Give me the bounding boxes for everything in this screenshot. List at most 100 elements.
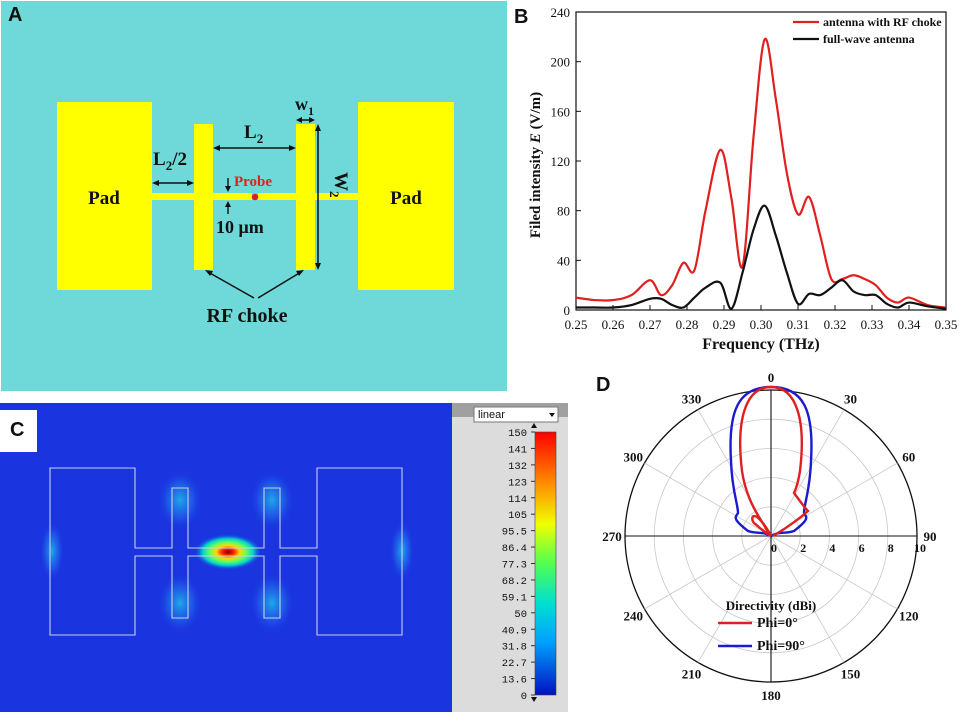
legend-label: Phi=90° — [757, 639, 805, 654]
colorbar-tick-label: 13.6 — [502, 675, 527, 687]
glow-right-choke-bottom — [250, 573, 294, 633]
chart-ylabel: Filed intensity E (V/m) — [528, 92, 544, 238]
glow-right-choke-top — [250, 470, 294, 530]
colorbar-min-marker — [531, 697, 537, 702]
right-pad-label: Pad — [390, 188, 422, 209]
x-tick-label: 0.33 — [861, 317, 884, 332]
antenna-outline — [49, 467, 403, 636]
angle-label: 270 — [602, 529, 622, 544]
radial-label: 6 — [859, 541, 865, 555]
left-pad — [57, 102, 152, 290]
antenna-layout: Probe Pad Pad L2/2 L2 w1 W2 — [1, 1, 507, 391]
rf-choke-label: RF choke — [207, 305, 288, 327]
x-tick-label: 0.27 — [639, 317, 662, 332]
colorbar-tick-label: 86.4 — [502, 543, 527, 555]
legend-title: Directivity (dBi) — [726, 598, 816, 613]
polar-spoke — [770, 535, 898, 610]
field-distribution-plot: linear 150 141 132 123 114 105 95.5 86.4 77.3 68.… — [0, 403, 568, 712]
panel-a: Probe Pad Pad L2/2 L2 w1 W2 — [0, 0, 508, 392]
angle-label: 30 — [844, 391, 857, 406]
scale-dropdown-label: linear — [478, 409, 505, 421]
y-tick-label: 160 — [551, 104, 571, 119]
colorbar-tick-label: 150 — [508, 428, 527, 440]
y-tick-label: 240 — [551, 5, 571, 20]
angle-label: 210 — [682, 667, 702, 682]
colorbar-tick-label: 22.7 — [502, 658, 527, 670]
l2-label: L2 — [244, 122, 263, 146]
gap-arrows — [225, 178, 231, 214]
chevron-down-icon — [549, 413, 555, 417]
series-line-0 — [575, 37, 947, 309]
polar-spoke — [644, 535, 772, 610]
colorbar-tick-label: 132 — [508, 461, 527, 473]
angle-label: 240 — [624, 609, 644, 624]
colorbar-tick-label: 105 — [508, 510, 527, 522]
phi-0-curve — [739, 385, 810, 538]
x-tick-label: 0.32 — [824, 317, 847, 332]
radial-label: 4 — [829, 541, 835, 555]
series-line-1 — [576, 204, 947, 310]
colorbar-max-marker — [531, 423, 537, 428]
angle-label: 120 — [899, 609, 919, 624]
colorbar-tick-label: 141 — [508, 444, 527, 456]
panel-a-letter: A — [8, 4, 23, 26]
legend-label: Phi=0° — [757, 616, 798, 631]
panel-c: linear 150 141 132 123 114 105 95.5 86.4 77.3 68.… — [0, 403, 568, 712]
scale-dropdown[interactable] — [473, 406, 559, 423]
colorbar-tick-label: 123 — [508, 477, 527, 489]
legend-label-0: antenna with RF choke — [823, 15, 942, 29]
glow-left-edge — [40, 521, 64, 581]
angle-label: 300 — [624, 450, 644, 465]
colorbar-tick-label: 114 — [508, 494, 527, 506]
x-tick-label: 0.30 — [750, 317, 773, 332]
x-tick-label: 0.34 — [898, 317, 921, 332]
polar-spoke — [770, 409, 845, 537]
angle-label: 60 — [902, 450, 915, 465]
panel-d: 0 30 60 90 120 150 180 210 240 270 300 330 0 2 4 6 8 10 Di… — [568, 370, 962, 712]
rf-choke-arrows — [205, 270, 304, 299]
angle-label: 90 — [924, 529, 937, 544]
l2-arrow — [213, 145, 296, 151]
x-tick-label: 0.29 — [713, 317, 736, 332]
y-tick-label: 0 — [564, 303, 571, 318]
colorbar-tick-label: 77.3 — [502, 560, 527, 572]
field-intensity-chart: Filed intensity E (V/m) Frequency (THz) … — [528, 5, 957, 353]
colorbar-tick-label: 50 — [514, 609, 527, 621]
colorbar-tick-label: 68.2 — [502, 576, 527, 588]
y-tick-label: 200 — [551, 55, 571, 70]
left-taper — [225, 193, 252, 200]
x-tick-label: 0.26 — [602, 317, 625, 332]
gap-label: 10 μm — [216, 217, 264, 237]
colorbar-tick-label: 95.5 — [502, 527, 527, 539]
hotspot — [194, 534, 262, 570]
legend-label-1: full-wave antenna — [823, 32, 915, 46]
x-tick-label: 0.28 — [676, 317, 699, 332]
panel-c-letter — [0, 410, 37, 452]
chart-xlabel: Frequency (THz) — [702, 336, 819, 353]
angle-label: 330 — [682, 391, 702, 406]
left-pad-label: Pad — [88, 188, 120, 209]
x-tick-label: 0.25 — [565, 317, 588, 332]
polar-grid: 0 30 60 90 120 150 180 210 240 270 300 330 0 2 4 6 8 10 Di… — [602, 370, 936, 703]
panel-d-letter: D — [596, 374, 611, 396]
l2-half-arrow — [152, 180, 194, 186]
right-pad — [358, 102, 454, 290]
y-tick-label: 80 — [557, 204, 570, 219]
panel-c-letter-text: C — [10, 419, 25, 441]
panel-b: Filed intensity E (V/m) Frequency (THz) … — [508, 0, 962, 392]
colorbar-tick-label: 0 — [521, 691, 527, 703]
l2-half-label: L2/2 — [153, 149, 187, 173]
x-tick-label: 0.31 — [787, 317, 810, 332]
radial-label: 2 — [800, 541, 806, 555]
colorbar-tick-label: 31.8 — [502, 642, 527, 654]
y-tick-label: 120 — [551, 154, 571, 169]
angle-label: 150 — [841, 667, 861, 682]
polar-spoke — [644, 462, 772, 537]
radial-label: 8 — [888, 541, 894, 555]
polar-spoke — [770, 535, 845, 663]
angle-label: 0 — [768, 370, 775, 385]
glow-left-choke-top — [158, 470, 202, 530]
directivity-polar-plot: 0 30 60 90 120 150 180 210 240 270 300 330 0 2 4 6 8 10 Di… — [602, 370, 936, 703]
probe-dot — [251, 193, 259, 201]
glow-left-choke-bottom — [158, 573, 202, 633]
